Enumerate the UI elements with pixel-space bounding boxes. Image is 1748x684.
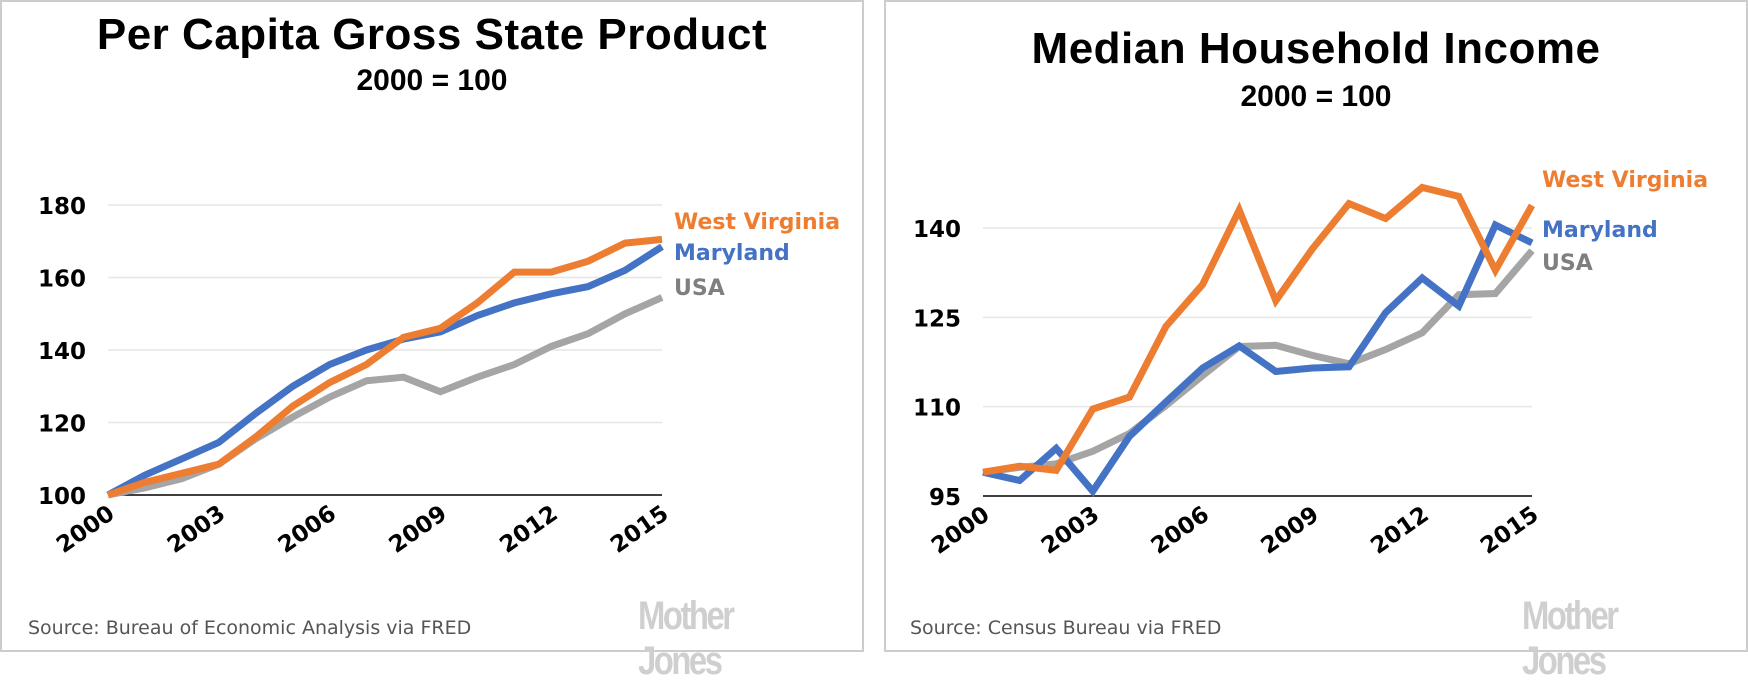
series-line-maryland xyxy=(106,243,664,499)
chart-title: Median Household Income xyxy=(1031,24,1601,73)
y-tick-label: 140 xyxy=(38,339,86,365)
mother-jones-logo: Mother Jones xyxy=(638,594,735,683)
series-line-usa xyxy=(107,294,664,499)
y-tick-label: 100 xyxy=(38,484,86,510)
y-tick-label: 120 xyxy=(38,412,86,438)
source-note: Source: Census Bureau via FRED xyxy=(910,617,1222,639)
chart-title: Per Capita Gross State Product xyxy=(96,10,768,59)
mother-jones-logo: Mother Jones xyxy=(1522,594,1619,683)
legend-label-west-virginia: West Virginia xyxy=(674,210,840,235)
x-tick-label: 2003 xyxy=(163,501,230,559)
legend-label-usa: USA xyxy=(1542,251,1593,276)
x-tick-label: 2012 xyxy=(1366,502,1433,560)
y-tick-label: 160 xyxy=(38,267,86,293)
y-tick-label: 95 xyxy=(929,485,961,511)
x-tick-label: 2009 xyxy=(1256,502,1323,560)
x-tick-label: 2015 xyxy=(606,501,673,559)
x-tick-label: 2012 xyxy=(495,501,562,559)
chart-subtitle: 2000 = 100 xyxy=(1240,80,1392,113)
legend-label-maryland: Maryland xyxy=(674,241,790,266)
x-tick-label: 2006 xyxy=(274,501,341,559)
series-line-maryland xyxy=(982,220,1534,497)
chart-panel-gsp: Per Capita Gross State Product 2000 = 10… xyxy=(0,0,864,683)
chart-panel-income: Median Household Income 2000 = 100 95 110… xyxy=(884,0,1748,683)
x-tick-label: 2015 xyxy=(1476,502,1543,560)
legend-label-maryland: Maryland xyxy=(1542,218,1658,243)
y-tick-label: 180 xyxy=(38,194,86,220)
series-line-usa xyxy=(982,248,1535,476)
chart-subtitle: 2000 = 100 xyxy=(356,64,508,97)
x-tick-label: 2003 xyxy=(1037,502,1104,560)
y-tick-label: 140 xyxy=(913,217,961,243)
legend-label-usa: USA xyxy=(674,276,725,301)
source-note: Source: Bureau of Economic Analysis via … xyxy=(28,617,472,639)
series-line-west-virginia xyxy=(106,235,663,499)
x-tick-label: 2009 xyxy=(384,501,451,559)
series-line-west-virginia xyxy=(982,183,1536,476)
x-tick-label: 2006 xyxy=(1147,502,1214,560)
y-tick-label: 110 xyxy=(913,396,961,422)
y-tick-label: 125 xyxy=(913,306,961,332)
legend-label-west-virginia: West Virginia xyxy=(1542,168,1708,193)
